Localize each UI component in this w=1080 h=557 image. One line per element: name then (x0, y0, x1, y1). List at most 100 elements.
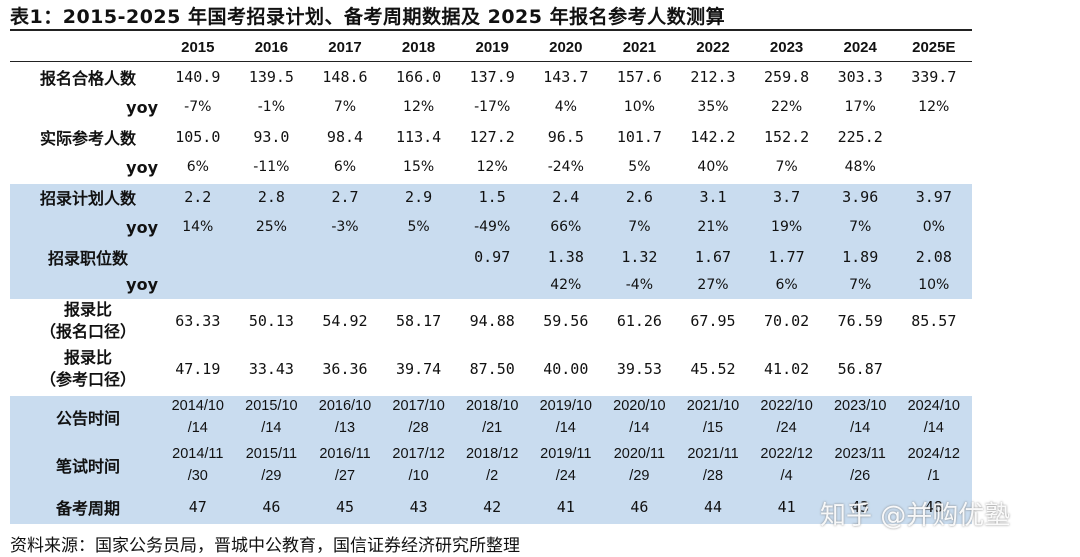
year-header: 2021 (622, 38, 657, 56)
year-header: 2019 (475, 38, 509, 56)
row-label: 招录职位数 (47, 249, 128, 268)
header-rule (10, 61, 972, 62)
row-label: yoy (126, 275, 158, 294)
year-header: 2017 (328, 38, 362, 56)
table-cell: -49% (474, 219, 511, 235)
table-cell: 3.97 (915, 188, 952, 206)
table-cell: 7% (333, 99, 357, 115)
table-cell: 44 (703, 498, 723, 516)
table-cell: 12% (918, 99, 950, 115)
row-label: 报名合格人数 (39, 69, 136, 88)
table-cell: 19% (771, 219, 803, 235)
table-cell: 2018/12/2 (465, 446, 519, 484)
table-cell: -11% (253, 159, 290, 175)
table-cell: 2.6 (625, 188, 653, 206)
table-cell: 3.1 (699, 188, 727, 206)
table-cell: 66% (550, 219, 582, 235)
table-cell: 42% (550, 276, 582, 293)
year-header: 2022 (696, 38, 730, 56)
year-header: 2016 (254, 38, 289, 56)
year-header: 2025E (912, 38, 956, 56)
table-cell: 48% (844, 159, 876, 175)
table-cell: 67.95 (690, 312, 736, 330)
table-title: 表1：2015-2025 年国考招录计划、备考周期数据及 2025 年报名参考人… (10, 6, 726, 28)
table-cell: -4% (625, 276, 654, 293)
watermark: 知乎 @并购优塾 (820, 501, 1011, 531)
table-cell: 87.50 (469, 360, 515, 378)
year-header: 2023 (769, 38, 804, 56)
table-cell: 39.53 (616, 360, 662, 378)
table-cell: 2014/11/30 (172, 446, 224, 484)
table-cell: 96.5 (547, 128, 584, 146)
table-cell: 2023/11/26 (834, 446, 886, 484)
table-cell: 40% (697, 159, 729, 175)
table-cell: 10% (623, 99, 655, 115)
table-cell: 2021/11/28 (687, 446, 739, 484)
table-cell: 4% (554, 99, 577, 115)
table-cell (161, 242, 235, 272)
table-cell: 7% (849, 219, 872, 235)
table-cell: 35% (697, 99, 729, 115)
row-label: 招录计划人数 (39, 189, 136, 208)
table-cell: -1% (257, 99, 286, 115)
row-label: 笔试时间 (55, 457, 120, 476)
table-cell: 142.2 (690, 128, 736, 146)
table-cell: 46 (630, 498, 649, 516)
table-cell: -24% (547, 159, 584, 175)
row-label: 备考周期 (55, 499, 120, 518)
table-cell: 2016/11/27 (319, 446, 371, 484)
table-cell: 1.32 (621, 248, 658, 266)
row-label: 报录比 （报名口径） (39, 300, 136, 341)
table-cell: 7% (775, 159, 798, 175)
table-cell: 2018/10/21 (465, 398, 519, 436)
table-cell: 2021/10/15 (686, 398, 740, 436)
year-header: 2020 (549, 38, 583, 56)
table-cell: 63.33 (175, 312, 221, 330)
table-cell: 2023/10/14 (833, 398, 887, 436)
table-cell: 127.2 (469, 128, 515, 146)
table-cell: 148.6 (322, 68, 368, 86)
table-cell: 2015/10/14 (245, 398, 298, 436)
table-cell: 41.02 (764, 360, 810, 378)
table-cell: 15% (403, 159, 435, 175)
table-cell (897, 152, 971, 182)
table-cell: 1.5 (478, 188, 506, 206)
data-table: 2015 2016 2017 2018 2019 2020 2021 2022 2023 2024… (10, 32, 972, 524)
row-label: 报录比 （参考口径） (39, 348, 136, 389)
table-cell: 46 (262, 498, 281, 516)
table-cell: 0.97 (474, 248, 511, 266)
table-cell: 259.8 (764, 68, 810, 86)
table-cell: 10% (918, 276, 950, 293)
row-label: 实际参考人数 (39, 129, 136, 148)
table-cell: 140.9 (175, 68, 221, 86)
table-cell (897, 345, 971, 393)
shaded-band-dates (10, 396, 972, 524)
table-cell: 14% (182, 219, 214, 235)
table-cell: -17% (474, 99, 511, 115)
table-cell (235, 272, 309, 297)
table-cell: 25% (255, 219, 287, 235)
table-cell: 47 (188, 498, 207, 516)
table-cell: 12% (403, 99, 435, 115)
table-cell: 1.38 (547, 248, 584, 266)
table-cell: 2.7 (331, 188, 359, 206)
top-rule (10, 29, 972, 31)
row-label: 公告时间 (55, 409, 120, 428)
table-cell: 2.4 (552, 188, 580, 206)
table-cell: 45 (335, 498, 355, 516)
table-cell: -7% (184, 99, 212, 115)
table-cell: 93.0 (253, 128, 290, 146)
table-cell: 2014/10/14 (171, 398, 224, 436)
table-cell (161, 272, 235, 297)
table-cell (897, 122, 971, 152)
table-cell: 303.3 (837, 68, 883, 86)
table-cell: 22% (771, 99, 803, 115)
table-cell: 2020/10/14 (613, 398, 666, 436)
table-cell: 2024/10/14 (907, 398, 960, 436)
table-cell: 40.00 (543, 360, 589, 378)
table-cell (455, 272, 529, 297)
table-cell: 2.9 (405, 188, 433, 206)
table-cell: 3.7 (773, 188, 801, 206)
table-cell: 45.52 (690, 360, 736, 378)
table-cell: 94.88 (469, 312, 515, 330)
